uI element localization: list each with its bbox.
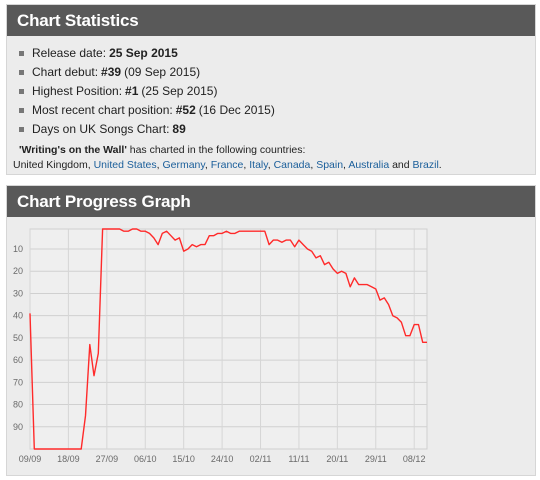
stat-highest-position: Highest Position: #1 (25 Sep 2015) bbox=[19, 82, 535, 101]
x-tick-label: 11/11 bbox=[288, 454, 309, 464]
country-united-states[interactable]: United States bbox=[93, 159, 157, 171]
x-tick-label: 20/11 bbox=[326, 454, 348, 464]
x-tick-label: 06/10 bbox=[134, 454, 157, 464]
song-title: 'Writing's on the Wall' bbox=[19, 144, 127, 156]
x-tick-label: 29/11 bbox=[365, 454, 387, 464]
y-tick-label: 40 bbox=[13, 311, 23, 321]
y-tick-label: 90 bbox=[13, 422, 23, 432]
country-germany[interactable]: Germany bbox=[162, 159, 205, 171]
chart-progress-graph: 10 20 30 40 50 60 70 80 90 09/09 18/09 27/09 06/10 15… bbox=[13, 228, 428, 464]
chart-statistics-panel: Chart Statistics Release date: 25 Sep 20… bbox=[6, 4, 536, 175]
y-tick-label: 60 bbox=[13, 355, 23, 365]
bullet-icon bbox=[19, 51, 24, 56]
country-united-kingdom: United Kingdom bbox=[13, 159, 88, 171]
country-separator: and bbox=[389, 159, 413, 171]
x-tick-label: 02/11 bbox=[250, 454, 272, 464]
charted-countries-caption: 'Writing's on the Wall' has charted in t… bbox=[7, 139, 535, 157]
charted-text: has charted in the following countries: bbox=[129, 144, 306, 156]
x-tick-label: 18/09 bbox=[57, 454, 80, 464]
bullet-icon bbox=[19, 89, 24, 94]
stat-release-date: Release date: 25 Sep 2015 bbox=[19, 44, 535, 63]
country-spain[interactable]: Spain bbox=[316, 159, 344, 171]
country-brazil[interactable]: Brazil bbox=[412, 159, 439, 171]
bullet-icon bbox=[19, 127, 24, 132]
y-tick-label: 10 bbox=[13, 244, 23, 254]
country-italy[interactable]: Italy bbox=[249, 159, 268, 171]
y-tick-label: 80 bbox=[13, 400, 23, 410]
y-tick-label: 50 bbox=[13, 333, 23, 343]
x-tick-label: 15/10 bbox=[172, 454, 195, 464]
country-canada[interactable]: Canada bbox=[273, 159, 311, 171]
statistics-list: Release date: 25 Sep 2015 Chart debut: #… bbox=[7, 36, 535, 139]
bullet-icon bbox=[19, 70, 24, 75]
plot-area bbox=[29, 228, 428, 450]
y-tick-label: 30 bbox=[13, 288, 23, 298]
x-tick-label: 27/09 bbox=[96, 454, 119, 464]
chart-progress-panel: Chart Progress Graph 10 20 30 40 50 60 70 80 90 0… bbox=[6, 185, 536, 476]
stat-chart-debut: Chart debut: #39 (09 Sep 2015) bbox=[19, 63, 535, 82]
country-australia[interactable]: Australia bbox=[348, 159, 390, 171]
country-france[interactable]: France bbox=[210, 159, 244, 171]
y-tick-label: 20 bbox=[13, 266, 23, 276]
country-list: United Kingdom, United States, Germany, … bbox=[13, 159, 442, 171]
stat-days-on-chart: Days on UK Songs Chart: 89 bbox=[19, 120, 535, 139]
x-tick-label: 09/09 bbox=[19, 454, 42, 464]
stat-recent-position: Most recent chart position: #52 (16 Dec … bbox=[19, 101, 535, 120]
chart-progress-title: Chart Progress Graph bbox=[7, 186, 535, 217]
y-tick-label: 70 bbox=[13, 377, 23, 387]
bullet-icon bbox=[19, 108, 24, 113]
chart-position-line bbox=[29, 228, 427, 450]
chart-statistics-title: Chart Statistics bbox=[7, 5, 535, 36]
x-tick-label: 08/12 bbox=[403, 454, 426, 464]
x-tick-label: 24/10 bbox=[211, 454, 234, 464]
